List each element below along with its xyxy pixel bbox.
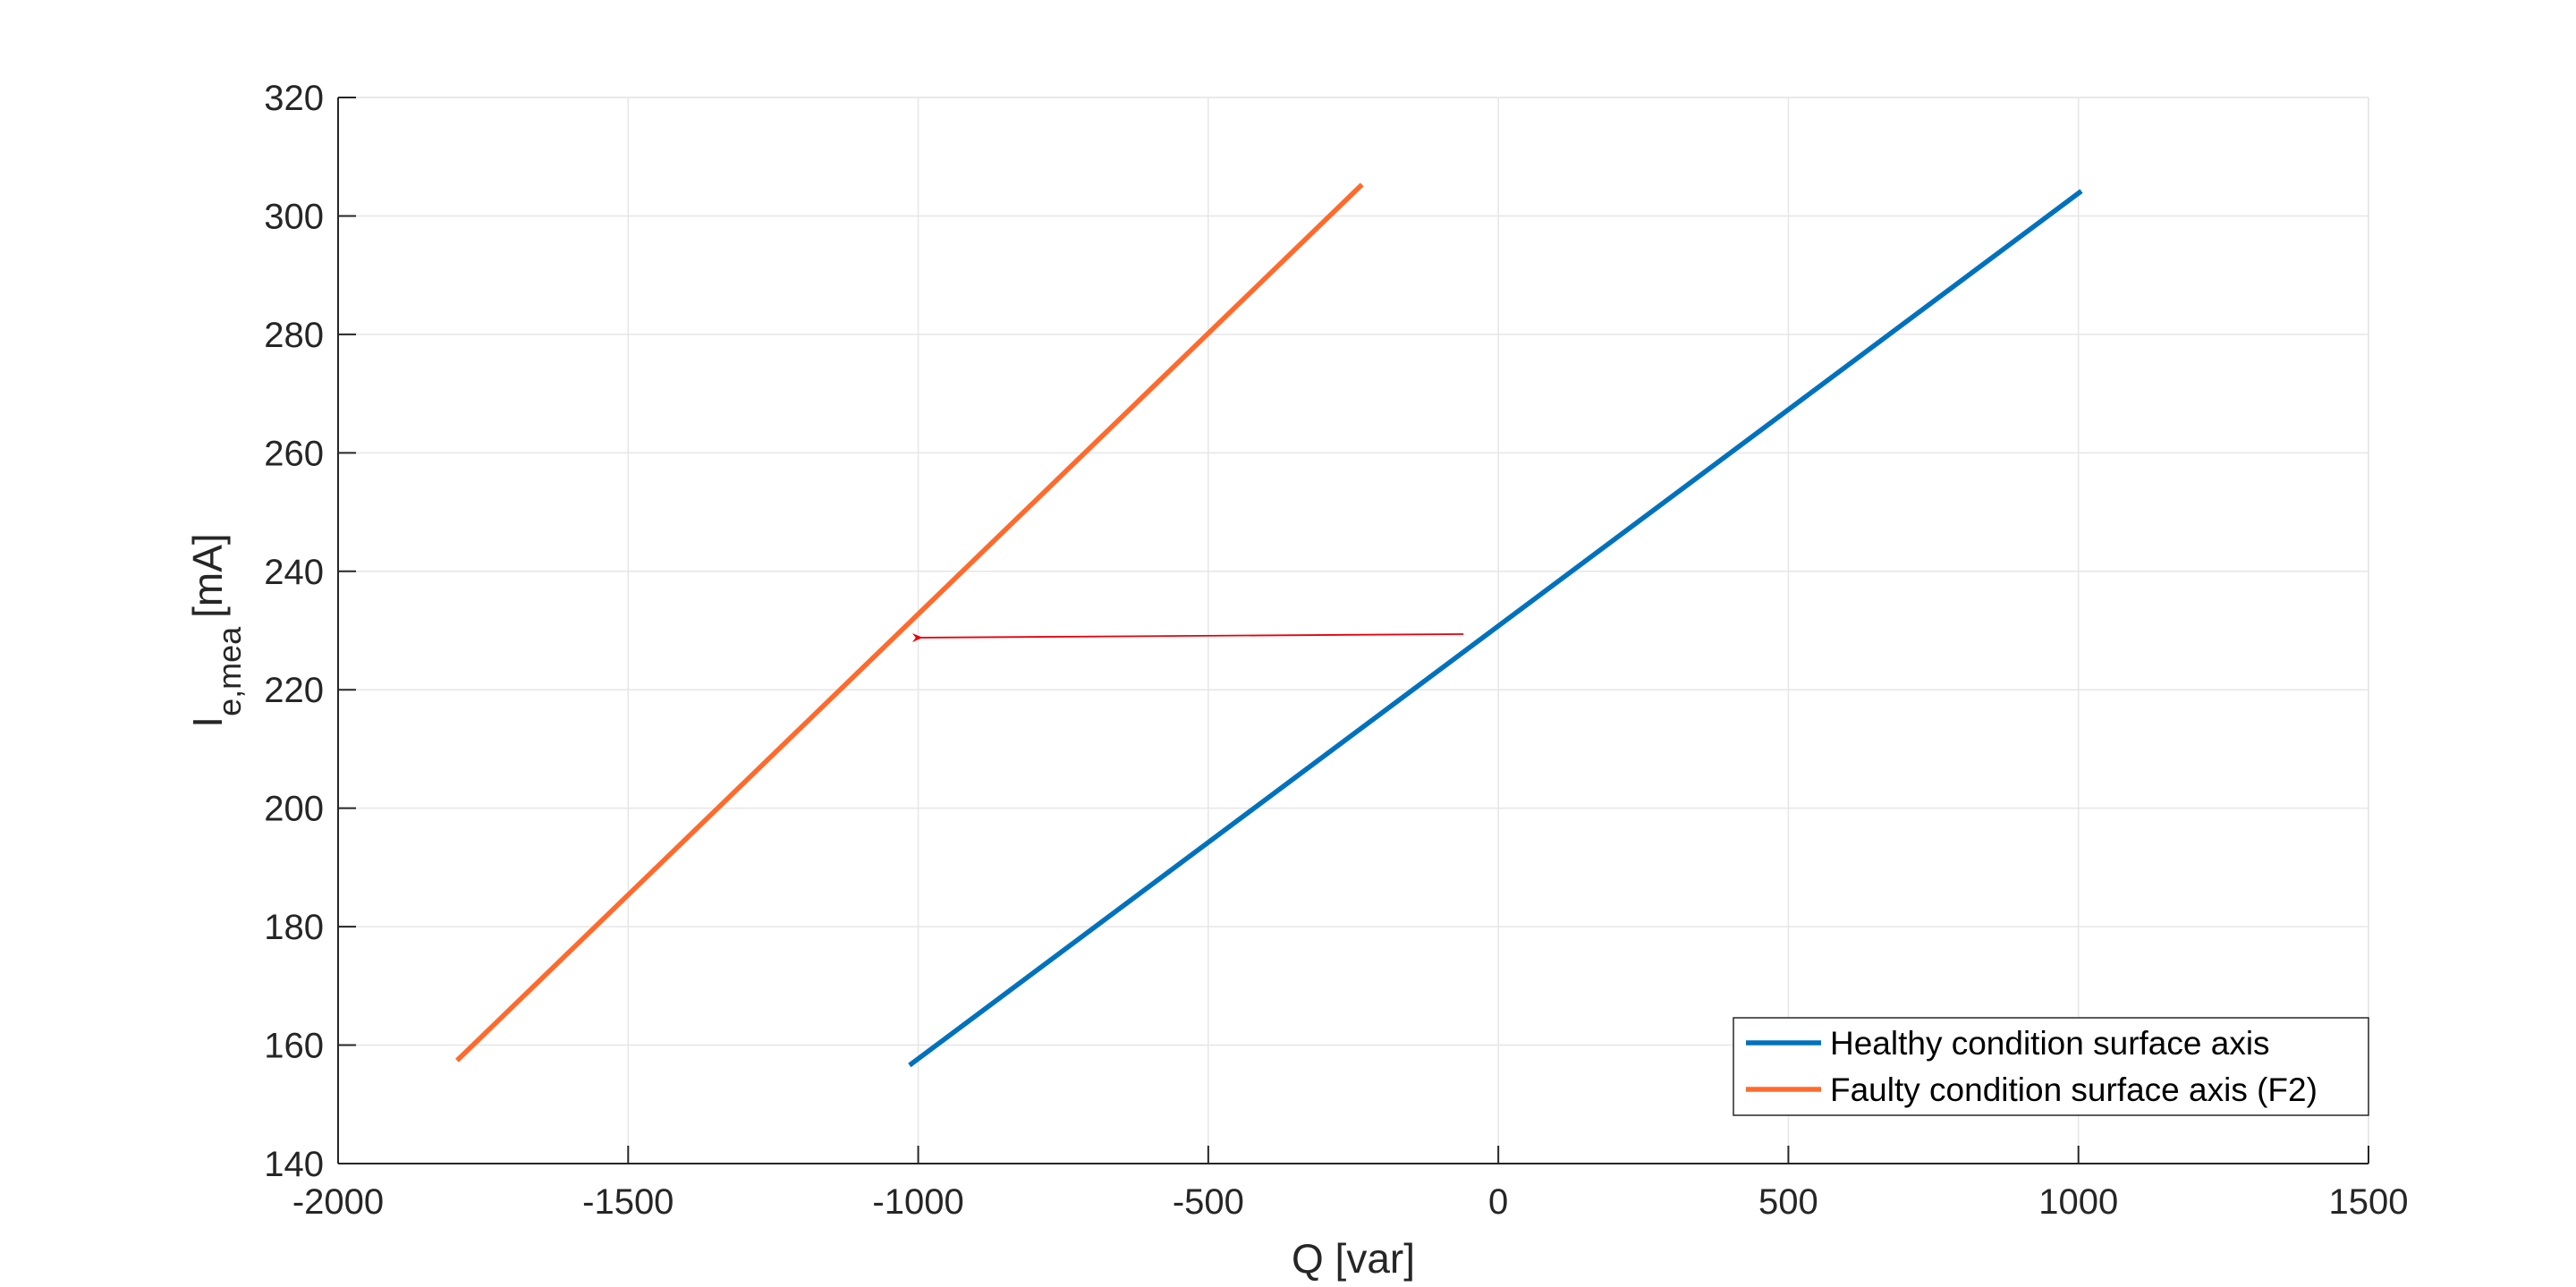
y-tick-label: 280 [264, 316, 324, 355]
plot-area [338, 97, 2368, 1164]
x-axis-title: Q [var] [1292, 1235, 1415, 1282]
y-tick-label: 180 [264, 908, 324, 947]
series-line-1 [908, 189, 2083, 1068]
annotations [911, 633, 1464, 643]
y-axis-title-unit: [mA] [184, 533, 231, 618]
y-axis-title-subscript: e,mea [211, 626, 248, 716]
annotation-arrow [911, 633, 1464, 643]
legend: Healthy condition surface axis Faulty con… [1733, 1017, 2369, 1116]
y-tick-label: 300 [264, 197, 324, 236]
y-tick-label: 220 [264, 671, 324, 710]
x-tick-label: -2000 [292, 1182, 384, 1222]
x-ticks: -2000 -1500 -1000 -500 0 500 1000 1500 [292, 1146, 2409, 1222]
legend-label-1: Healthy condition surface axis [1830, 1025, 2270, 1062]
y-tick-label: 240 [264, 553, 324, 592]
y-tick-label: 200 [264, 790, 324, 829]
x-tick-label: -1500 [582, 1182, 674, 1222]
y-axis-title: Ie,mea [mA] [184, 533, 248, 727]
y-axis-title-main: I [184, 716, 231, 728]
y-tick-label: 160 [264, 1027, 324, 1066]
x-tick-label: 0 [1488, 1182, 1508, 1222]
x-tick-label: -1000 [872, 1182, 963, 1222]
y-tick-label: 320 [264, 79, 324, 118]
series-lines [455, 182, 2083, 1068]
y-tick-label: 260 [264, 434, 324, 473]
legend-box [1733, 1017, 2369, 1116]
y-ticks: 140 160 180 200 220 240 260 280 300 320 [264, 79, 356, 1184]
x-tick-label: 1500 [2329, 1182, 2409, 1222]
x-tick-label: -500 [1173, 1182, 1244, 1222]
x-tick-label: 500 [1758, 1182, 1818, 1222]
series-line-2 [455, 182, 1364, 1063]
y-tick-label: 140 [264, 1145, 324, 1184]
x-tick-label: 1000 [2038, 1182, 2118, 1222]
axes [337, 97, 2369, 1164]
legend-label-2: Faulty condition surface axis (F2) [1830, 1071, 2318, 1108]
